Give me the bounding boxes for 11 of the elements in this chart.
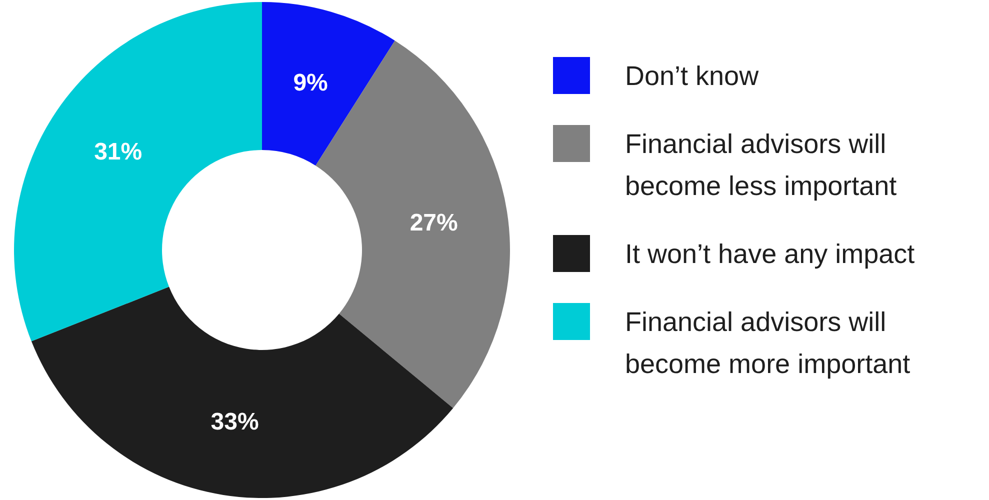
donut-slice [14, 2, 262, 342]
data-label: 27% [410, 209, 458, 236]
data-label: 33% [210, 408, 259, 436]
legend-label: Don’t know [625, 61, 760, 91]
legend-label: It won’t have any impact [625, 239, 916, 269]
data-label: 31% [94, 138, 142, 166]
legend-label: Financial advisors will become less important [625, 129, 898, 201]
donut-slice [262, 2, 395, 166]
legend-label: Financial advisors will become more important [625, 307, 911, 379]
data-label: 9% [293, 69, 328, 96]
donut-slice [31, 286, 454, 498]
